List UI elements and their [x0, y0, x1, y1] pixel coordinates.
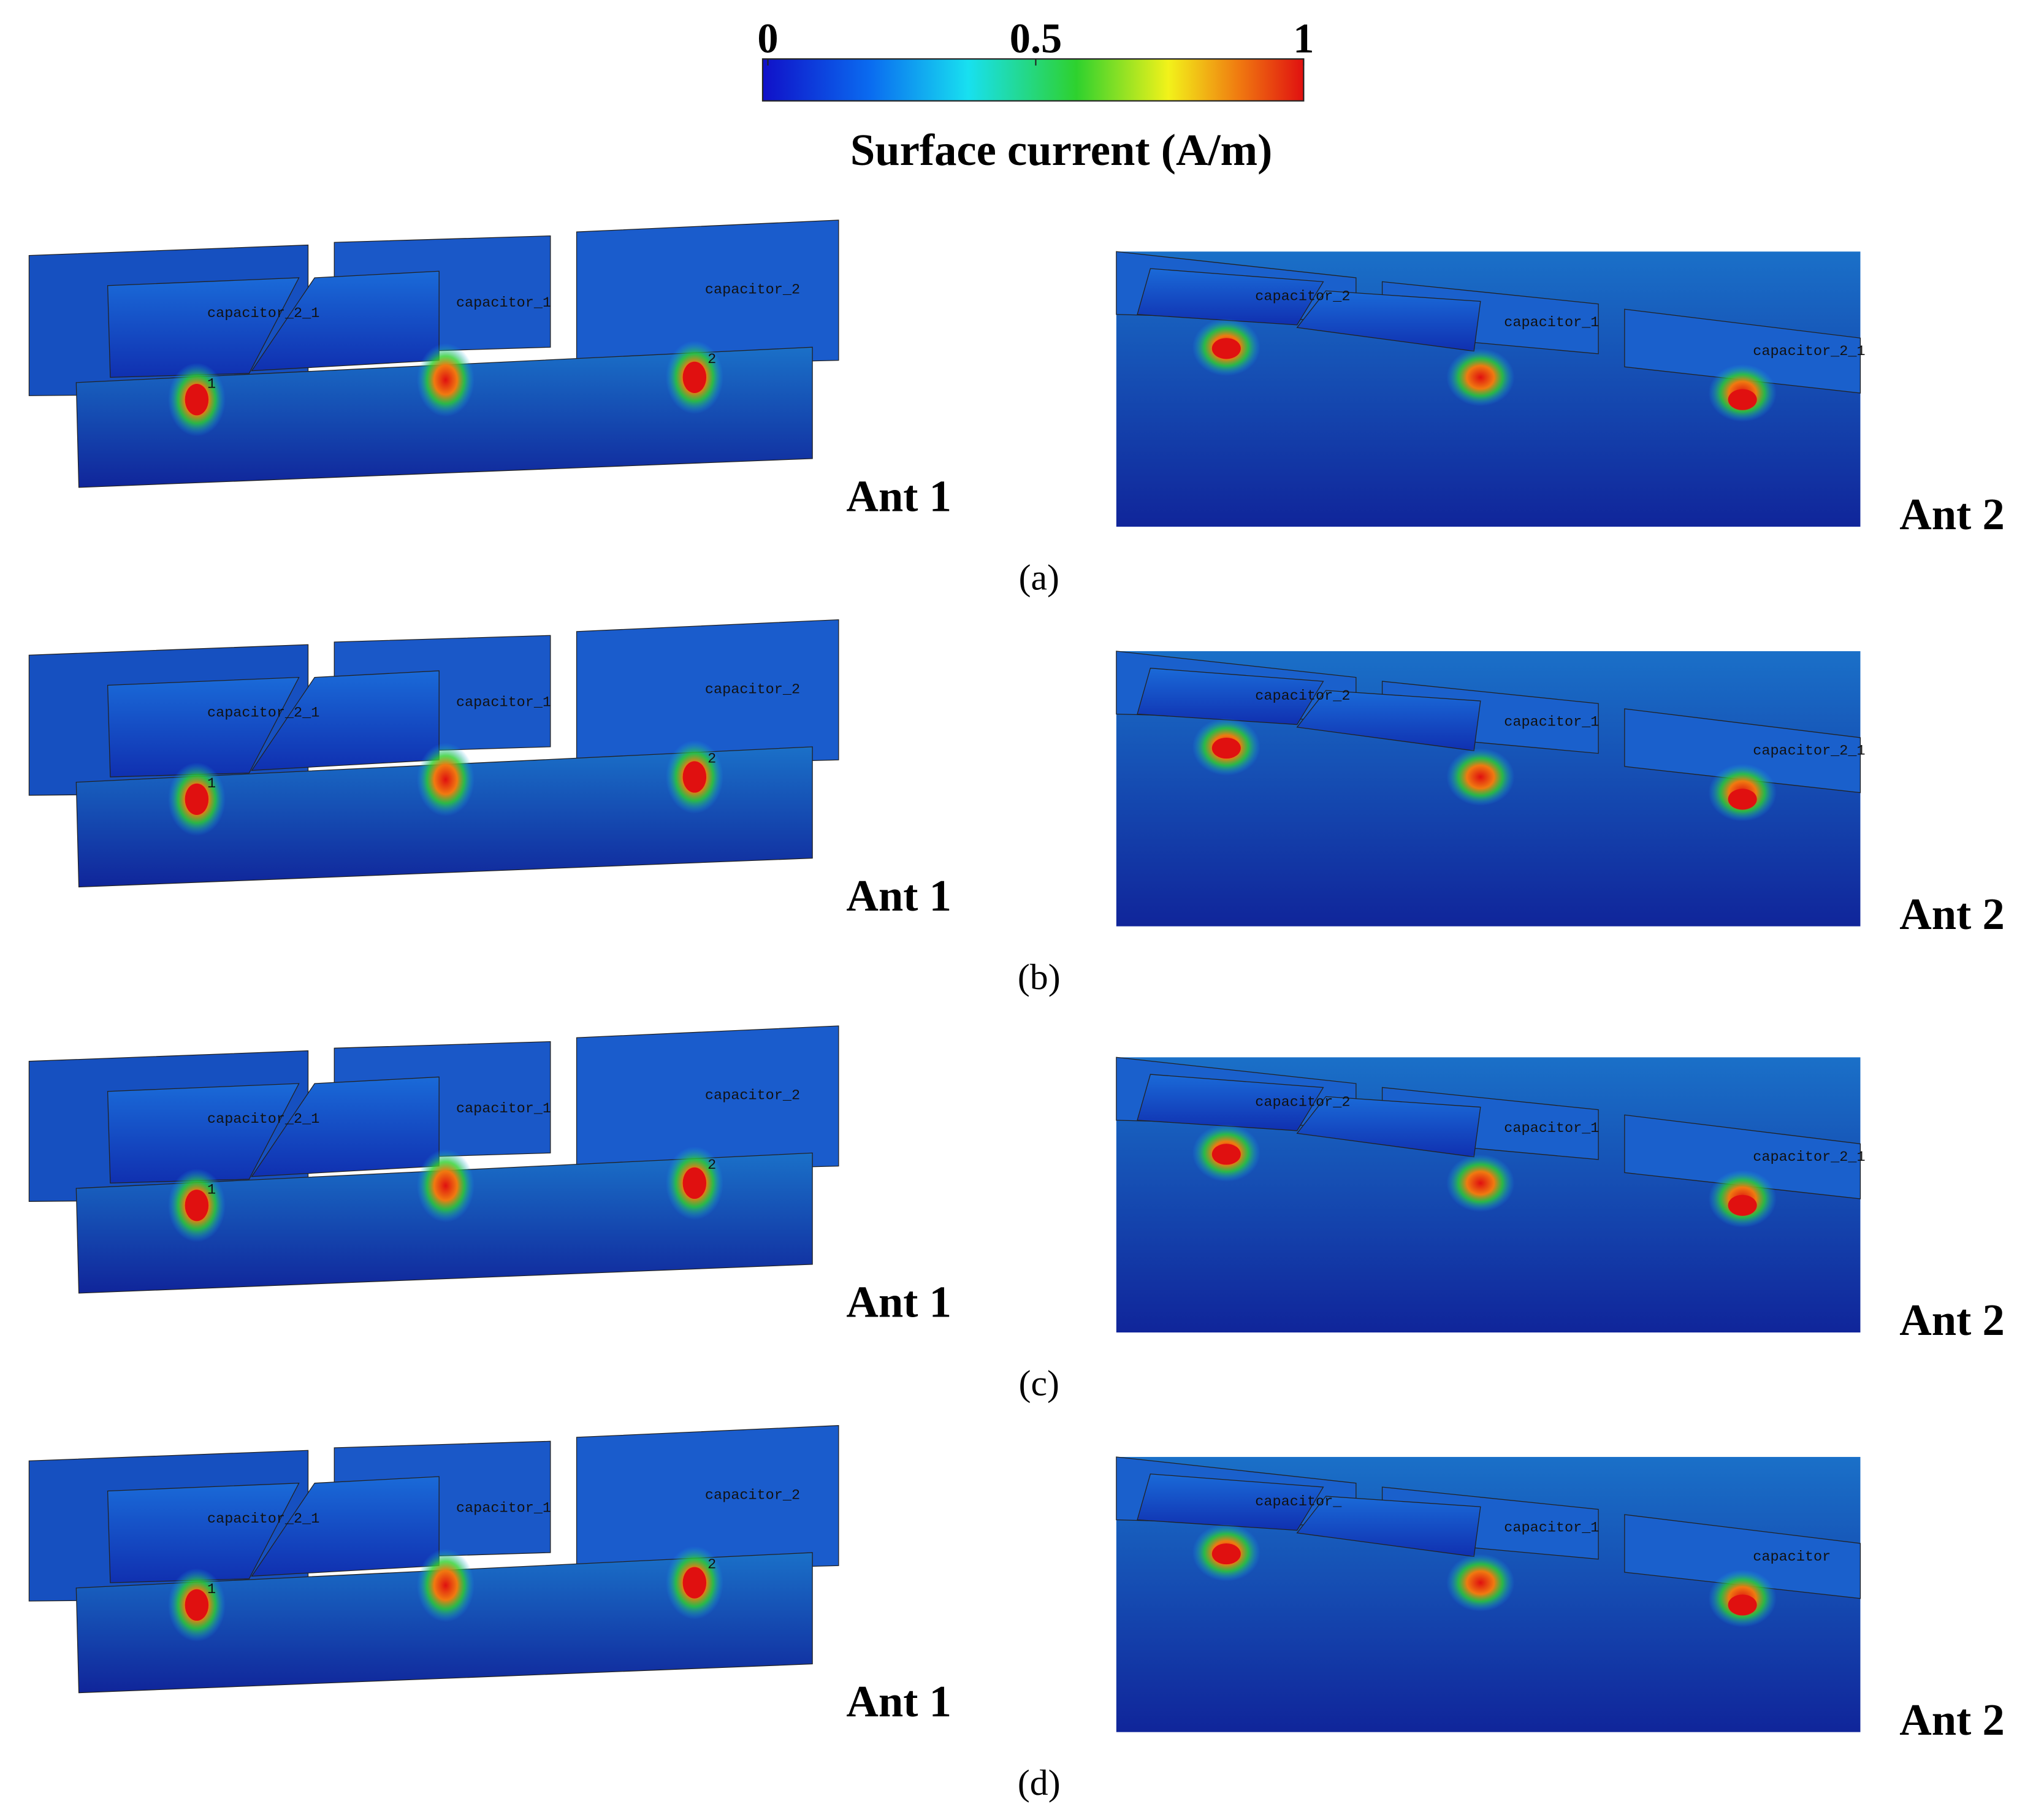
- ground-plane: [75, 1152, 813, 1294]
- antenna-name: Ant 1: [846, 871, 951, 920]
- subfigure-label: (d): [1018, 1762, 1061, 1803]
- component-label: 2: [707, 1157, 716, 1174]
- antenna-name: Ant 2: [1899, 489, 2005, 539]
- port: [185, 1589, 209, 1621]
- row: capacitor_2_1 capacitor_1 capacitor_2 1 2 Ant…: [28, 619, 2005, 997]
- component-label: capacitor_1: [456, 695, 551, 711]
- component-label: 1: [207, 376, 216, 392]
- back-panel: [1624, 308, 1861, 394]
- component-label: capacitor_2: [1255, 688, 1350, 705]
- antenna-name: Ant 2: [1899, 1295, 2005, 1345]
- hotspot: [416, 343, 475, 417]
- component-label: capacitor_: [1255, 1494, 1342, 1510]
- component-label: 1: [207, 776, 216, 792]
- subfigure-label: (a): [1019, 557, 1059, 597]
- component-label: capacitor_2_1: [207, 1111, 319, 1128]
- colorbar-tick-label: 0.5: [1010, 15, 1062, 61]
- back-panel: [576, 1025, 839, 1173]
- port: [682, 761, 707, 793]
- back-panel: [1624, 708, 1861, 793]
- port: [1211, 1543, 1241, 1565]
- plate: [1137, 268, 1324, 326]
- antenna-name: Ant 1: [846, 1676, 951, 1726]
- port: [1211, 338, 1241, 359]
- port: [682, 361, 707, 393]
- component-label: capacitor_2: [1255, 288, 1350, 305]
- component-label: capacitor_2_1: [1753, 343, 1865, 360]
- subfigure-label: (b): [1018, 957, 1061, 997]
- port: [1211, 1144, 1241, 1165]
- component-label: 1: [207, 1182, 216, 1198]
- row: capacitor_2_1 capacitor_1 capacitor_2 1 2 Ant…: [28, 220, 2005, 597]
- component-label: capacitor: [1753, 1549, 1831, 1565]
- component-label: capacitor_1: [456, 1101, 551, 1117]
- plate: [1137, 1474, 1324, 1531]
- colorbar-label: Surface current (A/m): [850, 125, 1272, 175]
- plate: [107, 277, 300, 378]
- component-label: 2: [707, 351, 716, 368]
- plate: [1137, 1074, 1324, 1131]
- component-label: capacitor_1: [456, 1500, 551, 1517]
- hotspot: [1446, 748, 1515, 806]
- hotspot: [416, 1149, 475, 1223]
- row: capacitor_2_1 capacitor_1 capacitor_2 1 2 Ant…: [28, 1025, 2005, 1404]
- port: [185, 384, 209, 416]
- component-label: capacitor_2_1: [207, 305, 319, 322]
- colorbar: [761, 58, 1305, 102]
- port: [682, 1567, 707, 1599]
- component-label: capacitor_2: [705, 681, 800, 698]
- hotspot: [1446, 348, 1515, 407]
- component-label: capacitor_2: [705, 1487, 800, 1504]
- hotspot: [416, 743, 475, 817]
- colorbar-tick-label: 1: [1293, 15, 1314, 61]
- port: [1728, 789, 1757, 810]
- plate: [107, 1483, 300, 1583]
- component-label: capacitor_1: [456, 295, 551, 312]
- row: capacitor_2_1 capacitor_1 capacitor_2 1 2 Ant…: [28, 1425, 2005, 1803]
- component-label: capacitor_1: [1504, 315, 1599, 331]
- ground-plane: [75, 346, 813, 488]
- ground-plane: [75, 1552, 813, 1694]
- component-label: capacitor_2: [705, 282, 800, 299]
- port: [185, 783, 209, 816]
- antenna-name: Ant 1: [846, 1277, 951, 1326]
- component-label: capacitor_2_1: [207, 705, 319, 722]
- component-label: capacitor_2_1: [1753, 743, 1865, 760]
- back-panel: [1624, 1114, 1861, 1199]
- port: [1728, 389, 1757, 410]
- ground-plane: [75, 746, 813, 888]
- hotspot: [1446, 1554, 1515, 1612]
- port: [185, 1190, 209, 1221]
- component-label: capacitor_2: [705, 1088, 800, 1104]
- component-label: capacitor_1: [1504, 1120, 1599, 1137]
- component-label: 2: [707, 1557, 716, 1573]
- antenna-name: Ant 2: [1899, 889, 2005, 939]
- back-panel: [576, 1425, 839, 1573]
- port: [682, 1167, 707, 1199]
- component-label: 1: [207, 1581, 216, 1598]
- back-panel: [1624, 1514, 1861, 1599]
- port: [1728, 1195, 1757, 1216]
- component-label: capacitor_2: [1255, 1094, 1350, 1111]
- plate: [1137, 668, 1324, 725]
- antenna-name: Ant 1: [846, 471, 951, 521]
- back-panel: [576, 619, 839, 767]
- component-label: 2: [707, 751, 716, 768]
- back-panel: [576, 220, 839, 367]
- port: [1728, 1594, 1757, 1616]
- hotspot: [416, 1548, 475, 1623]
- component-label: capacitor_1: [1504, 1520, 1599, 1537]
- antenna-name: Ant 2: [1899, 1695, 2005, 1745]
- component-label: capacitor_1: [1504, 714, 1599, 731]
- component-label: capacitor_2_1: [1753, 1149, 1865, 1166]
- hotspot: [1446, 1154, 1515, 1212]
- colorbar-tick-label: 0: [757, 15, 778, 61]
- component-label: capacitor_2_1: [207, 1511, 319, 1527]
- port: [1211, 737, 1241, 759]
- subfigure-label: (c): [1019, 1363, 1059, 1404]
- plate: [107, 1083, 300, 1184]
- plate: [107, 676, 300, 778]
